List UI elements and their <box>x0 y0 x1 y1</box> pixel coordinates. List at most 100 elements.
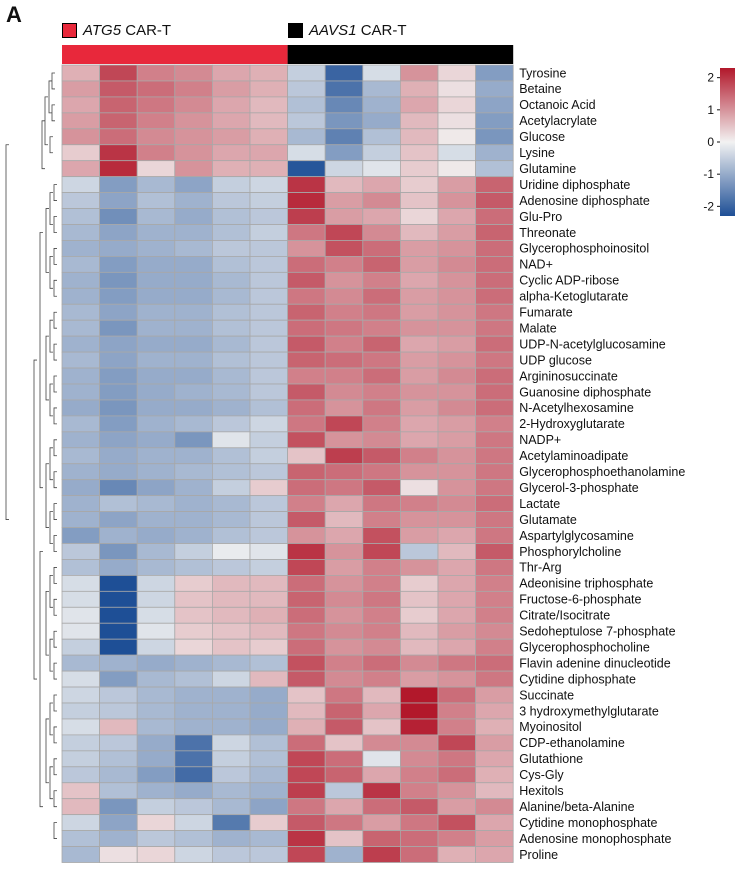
heatmap-cell <box>136 702 176 720</box>
heatmap-cell <box>475 128 514 146</box>
heatmap-cell <box>211 287 251 305</box>
heatmap-cell <box>99 431 138 449</box>
heatmap-cell <box>324 255 364 273</box>
heatmap-cell <box>174 527 213 544</box>
heatmap-cell <box>399 208 439 225</box>
heatmap-cell <box>399 176 439 193</box>
heatmap-cell <box>475 814 514 832</box>
heatmap-cell <box>287 686 326 704</box>
heatmap-cell <box>324 399 364 417</box>
heatmap-cell <box>475 527 514 544</box>
heatmap-cell <box>437 160 476 178</box>
heatmap-cell <box>61 176 100 193</box>
heatmap-cell <box>211 351 251 369</box>
row-label: Glycerophosphoinositol <box>519 242 649 256</box>
heatmap-cell <box>287 271 326 289</box>
row-label: Adeonisine triphosphate <box>519 577 653 591</box>
heatmap-cell <box>287 399 326 417</box>
heatmap-cell <box>174 128 213 146</box>
heatmap-cell <box>249 798 288 816</box>
heatmap-cell <box>211 383 251 401</box>
heatmap-cell <box>136 495 176 512</box>
heatmap-cell <box>362 271 401 289</box>
heatmap-cell <box>475 112 514 130</box>
heatmap-cell <box>99 511 138 528</box>
heatmap-cell <box>136 782 176 800</box>
row-label: CDP-ethanolamine <box>519 736 625 750</box>
heatmap-cell <box>324 702 364 720</box>
heatmap-cell <box>362 670 401 688</box>
heatmap-cell <box>399 303 439 321</box>
heatmap-cell <box>475 96 514 114</box>
heatmap-cell <box>211 335 251 353</box>
heatmap-cell <box>136 798 176 816</box>
heatmap-cell <box>249 622 288 640</box>
heatmap-cell <box>287 575 326 592</box>
heatmap-cell <box>136 96 176 114</box>
row-label: Citrate/Isocitrate <box>519 609 610 623</box>
heatmap-cell <box>136 463 176 481</box>
heatmap-cell <box>174 463 213 481</box>
heatmap-cell <box>99 686 138 704</box>
heatmap-cell <box>174 335 213 353</box>
heatmap-cell <box>211 511 251 528</box>
heatmap-cell <box>324 686 364 704</box>
heatmap-cell <box>249 271 288 289</box>
heatmap-cell <box>287 431 326 449</box>
heatmap-cell <box>362 830 401 847</box>
heatmap-cell <box>399 64 439 82</box>
heatmap-cell <box>324 287 364 305</box>
heatmap-cell <box>475 271 514 289</box>
heatmap-cell <box>99 814 138 832</box>
row-label: Flavin adenine dinucleotide <box>519 656 671 670</box>
heatmap-cell <box>136 367 176 385</box>
heatmap-cell <box>287 208 326 225</box>
heatmap-cell <box>211 750 251 768</box>
heatmap-cell <box>249 750 288 768</box>
heatmap-cell <box>174 814 213 832</box>
heatmap-cell <box>362 718 401 736</box>
row-label: Adenosine monophosphate <box>519 832 671 846</box>
heatmap-cell <box>399 431 439 449</box>
heatmap-cell <box>136 718 176 736</box>
heatmap-cell <box>475 590 514 608</box>
heatmap-cell <box>174 750 213 768</box>
heatmap-cell <box>61 830 100 847</box>
heatmap-cell <box>61 383 100 401</box>
heatmap-cell <box>437 606 476 624</box>
heatmap-cell <box>362 303 401 321</box>
heatmap-cell <box>437 224 476 241</box>
heatmap-cell <box>99 734 138 752</box>
heatmap-cell <box>174 351 213 369</box>
heatmap-cell <box>287 543 326 560</box>
heatmap-cell <box>61 80 100 98</box>
heatmap-cell <box>61 96 100 114</box>
heatmap-cell <box>437 319 476 337</box>
heatmap-cell <box>99 240 138 257</box>
heatmap-cell <box>174 686 213 704</box>
heatmap-cell <box>99 447 138 465</box>
row-label: Sedoheptulose 7-phosphate <box>519 625 675 639</box>
row-label: Myoinositol <box>519 720 582 734</box>
group-bar-atg5 <box>62 45 288 64</box>
heatmap-cell <box>324 670 364 688</box>
heatmap-cell <box>399 718 439 736</box>
heatmap-cell <box>174 766 213 784</box>
heatmap-cell <box>249 176 288 193</box>
heatmap-cell <box>362 702 401 720</box>
heatmap-cell <box>174 622 213 640</box>
heatmap-cell <box>437 399 476 417</box>
heatmap-cell <box>287 479 326 497</box>
heatmap-cell <box>99 527 138 544</box>
heatmap-cell <box>362 511 401 528</box>
heatmap-cell <box>475 830 514 847</box>
heatmap-cell <box>475 144 514 162</box>
heatmap-cell <box>61 144 100 162</box>
heatmap-cell <box>136 575 176 592</box>
heatmap-cell <box>249 80 288 98</box>
heatmap-cell <box>475 351 514 369</box>
heatmap-cell <box>475 176 514 193</box>
heatmap-cell <box>287 144 326 162</box>
heatmap-cell <box>399 766 439 784</box>
